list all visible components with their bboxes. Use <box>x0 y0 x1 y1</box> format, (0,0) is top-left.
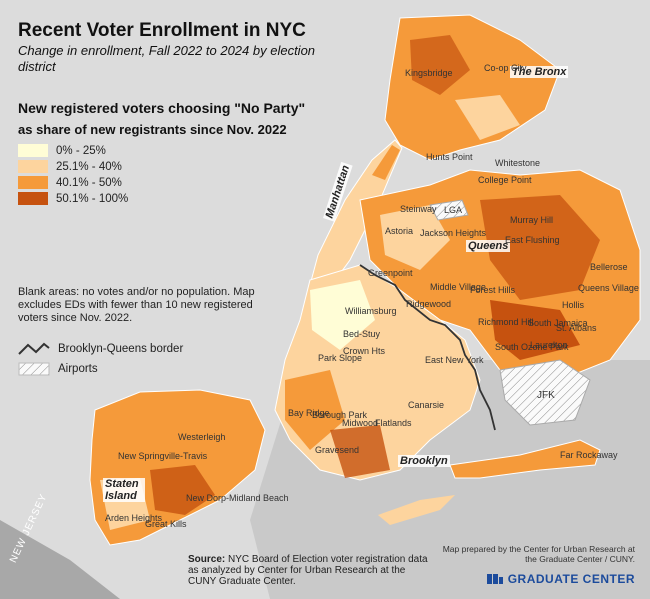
neighborhood-label: New Springville-Travis <box>118 451 208 461</box>
neighborhood-label: East Flushing <box>505 235 560 245</box>
neighborhood-label: Bellerose <box>590 262 628 272</box>
legend-item: 50.1% - 100% <box>18 191 128 206</box>
neighborhood-label: Hollis <box>562 300 585 310</box>
logo-text: GRADUATE CENTER <box>507 572 635 586</box>
map-title: Recent Voter Enrollment in NYC <box>18 20 306 41</box>
neighborhood-label: Laurelton <box>530 340 568 350</box>
legend-subtitle: as share of new registrants since Nov. 2… <box>18 122 287 137</box>
color-legend: 0% - 25% 25.1% - 40% 40.1% - 50% 50.1% -… <box>18 143 128 207</box>
queens-west <box>380 205 450 270</box>
neighborhood-label: JFK <box>537 390 555 401</box>
legend-label: 0% - 25% <box>56 144 106 157</box>
neighborhood-label: East New York <box>425 355 484 365</box>
neighborhood-label: Far Rockaway <box>560 450 618 460</box>
borough-label-brooklyn: Brooklyn <box>398 455 450 467</box>
neighborhood-label: Crown Hts <box>343 346 386 356</box>
border-line-icon <box>18 342 50 355</box>
neighborhood-label: Williamsburg <box>345 306 397 316</box>
neighborhood-label: College Point <box>478 175 532 185</box>
neighborhood-label: Greenpoint <box>368 268 413 278</box>
brooklyn-queens-border <box>359 264 496 431</box>
neighborhood-label: Borough Park <box>312 410 368 420</box>
legend-swatch <box>18 160 48 173</box>
cuny-logo-icon <box>486 574 503 584</box>
neighborhood-label: Steinway <box>400 204 437 214</box>
source-text: NYC Board of Election voter registration… <box>188 554 428 587</box>
neighborhood-label: Jackson Heights <box>420 228 487 238</box>
legend-label: 50.1% - 100% <box>56 192 129 205</box>
neighborhood-label: New Dorp-Midland Beach <box>186 493 289 503</box>
legend-item: 0% - 25% <box>18 143 128 158</box>
bronx-light <box>455 95 520 140</box>
neighborhood-label: Arden Heights <box>105 513 163 523</box>
legend-item: 25.1% - 40% <box>18 159 128 174</box>
si-dark <box>150 465 215 515</box>
new-jersey-land <box>0 520 120 599</box>
airport-hatch-icon <box>18 362 50 376</box>
map-credit: Map prepared by the Center for Urban Res… <box>442 544 635 564</box>
jfk-airport <box>499 359 591 426</box>
airport-legend: Airports <box>18 362 98 376</box>
neighborhood-label: Richmond Hill <box>478 317 534 327</box>
border-legend-label: Brooklyn-Queens border <box>58 343 184 355</box>
neighborhood-label: Queens Village <box>578 283 639 293</box>
graduate-center-logo: GRADUATE CENTER <box>470 572 635 586</box>
legend-backdrop <box>10 96 340 200</box>
neighborhood-label: Astoria <box>385 226 414 236</box>
queens-dark <box>480 195 600 300</box>
airport-legend-label: Airports <box>58 363 98 375</box>
neighborhood-label: Great Kills <box>145 519 187 529</box>
neighborhood-label: Murray Hill <box>510 215 554 225</box>
map-subtitle: Change in enrollment, Fall 2022 to 2024 … <box>18 43 316 74</box>
borough-label-staten-island: Staten Island <box>103 478 145 502</box>
neighborhood-label: Flatlands <box>375 418 412 428</box>
neighborhood-label: South Jamaica <box>528 318 588 328</box>
neighborhood-label: Middle Village <box>430 282 486 292</box>
neighborhood-label: Bed-Stuy <box>343 329 381 339</box>
neighborhood-label: Park Slope <box>318 353 363 363</box>
blank-areas-note: Blank areas: no votes and/or no populati… <box>18 286 255 324</box>
neighborhood-label: Hunts Point <box>426 152 473 162</box>
brooklyn-north <box>310 280 375 350</box>
queens-south <box>490 300 580 360</box>
neighborhood-label: Kingsbridge <box>405 68 453 78</box>
breezy-point <box>378 495 455 525</box>
manhattan-north <box>372 145 400 180</box>
legend-swatch <box>18 176 48 189</box>
legend-label: 40.1% - 50% <box>56 176 122 189</box>
neighborhood-label: Canarsie <box>408 400 445 410</box>
borough-label-bronx: The Bronx <box>510 66 569 78</box>
neighborhood-label: Bay Ridge <box>288 408 330 418</box>
bronx-dark <box>410 35 470 95</box>
legend-swatch <box>18 144 48 157</box>
neighborhood-label: Co-op City <box>484 63 527 73</box>
source-note: Source: NYC Board of Election voter regi… <box>188 554 428 587</box>
brooklyn-south <box>330 425 390 478</box>
legend-title: New registered voters choosing "No Party… <box>18 100 306 116</box>
neighborhood-label: St. Albans <box>556 323 597 333</box>
neighborhood-label: Forest Hills <box>470 285 516 295</box>
neighborhood-label: Ridgewood <box>406 299 452 309</box>
neighborhood-label: Whitestone <box>495 158 541 168</box>
borough-label-queens: Queens <box>466 240 511 252</box>
border-legend: Brooklyn-Queens border <box>18 342 183 356</box>
source-label: Source: <box>188 554 226 565</box>
legend-item: 40.1% - 50% <box>18 175 128 190</box>
legend-label: 25.1% - 40% <box>56 160 122 173</box>
neighborhood-label: Gravesend <box>315 445 360 455</box>
neighborhood-label: South Ozone Park <box>495 342 569 352</box>
neighborhood-label: Midwood <box>342 418 379 428</box>
neighborhood-label: LGA <box>444 205 463 215</box>
legend-swatch <box>18 192 48 205</box>
neighborhood-label: Westerleigh <box>178 432 226 442</box>
lga-airport <box>429 199 469 221</box>
rockaway-area <box>449 439 601 479</box>
